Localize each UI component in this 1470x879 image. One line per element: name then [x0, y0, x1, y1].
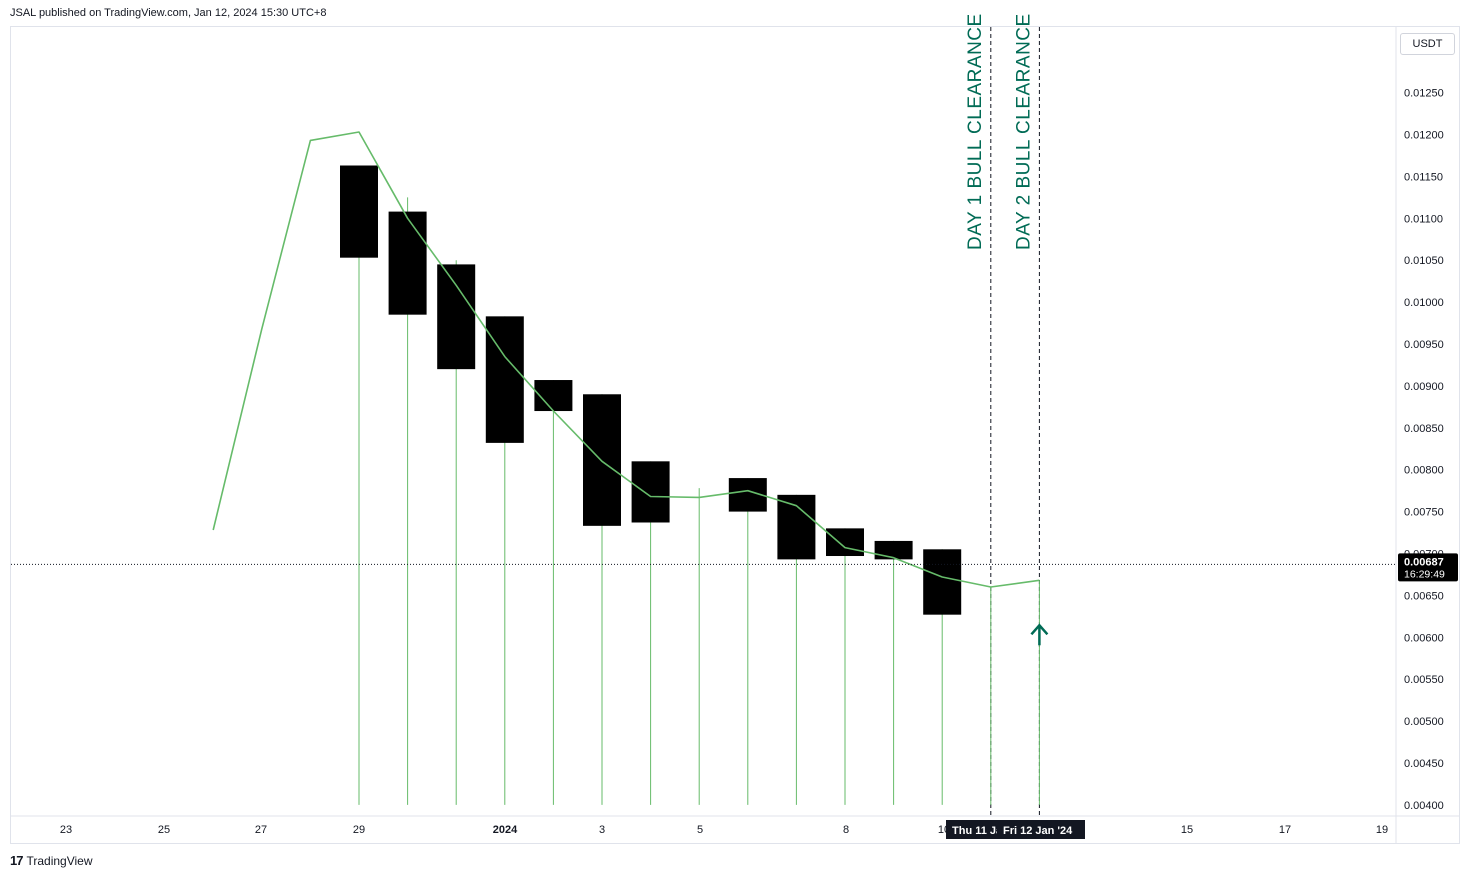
price-tick-label: 0.00650	[1404, 590, 1444, 602]
price-tick-label: 0.00900	[1404, 381, 1444, 393]
time-tick-label: 19	[1376, 824, 1388, 836]
tradingview-logo-icon: 17	[10, 853, 24, 868]
price-tick-label: 0.01050	[1404, 255, 1444, 267]
price-tick-label: 0.00750	[1404, 507, 1444, 519]
price-tick-label: 0.00950	[1404, 339, 1444, 351]
candle-body	[340, 165, 378, 258]
candle-body	[534, 380, 573, 412]
annotation-label: DAY 1 BULL CLEARANCE	[965, 13, 986, 250]
time-tick-label: 5	[697, 824, 703, 836]
price-tick-label: 0.00800	[1404, 465, 1444, 477]
price-tick-label: 0.00450	[1404, 758, 1444, 770]
candle-body	[826, 528, 864, 557]
price-tick-label: 0.00550	[1404, 674, 1444, 686]
time-tick-label: 2024	[493, 824, 518, 836]
candle-body	[485, 316, 524, 443]
arrow-up-icon	[1030, 623, 1049, 646]
candle-body	[437, 264, 476, 370]
countdown-label: 16:29:49	[1404, 568, 1445, 580]
time-tick-label: 17	[1279, 824, 1291, 836]
price-tick-label: 0.01150	[1404, 171, 1443, 183]
candle-body	[631, 461, 670, 523]
price-tick-label: 0.00500	[1404, 716, 1444, 728]
candle-body	[583, 394, 621, 526]
highlight-date-text: Fri 12 Jan '24	[1003, 825, 1073, 837]
candle-body	[388, 211, 427, 315]
line-series	[212, 131, 1040, 588]
price-tick-label: 0.01250	[1404, 88, 1444, 100]
time-tick-label: 3	[599, 824, 605, 836]
annotation-label: DAY 2 BULL CLEARANCE	[1013, 13, 1034, 250]
last-price-label: 0.00687	[1404, 556, 1444, 568]
tradingview-footer[interactable]: 17 TradingView	[10, 853, 93, 868]
time-tick-label: 15	[1181, 824, 1193, 836]
publisher-caption: JSAL published on TradingView.com, Jan 1…	[10, 7, 327, 19]
price-tick-label: 0.00600	[1404, 632, 1444, 644]
price-tick-label: 0.01200	[1404, 130, 1444, 142]
time-tick-label: 25	[158, 824, 170, 836]
time-tick-label: 8	[843, 824, 849, 836]
time-tick-label: 23	[60, 824, 72, 836]
price-tick-label: 0.01000	[1404, 297, 1444, 309]
candle-body	[923, 549, 962, 615]
candle-body	[874, 540, 913, 560]
price-tick-label: 0.00400	[1404, 800, 1444, 812]
tradingview-brand-label: TradingView	[26, 853, 93, 868]
highlight-date-label: Fri 12 Jan '24	[997, 820, 1085, 839]
currency-button[interactable]: USDT	[1400, 33, 1455, 55]
price-tick-label: 0.00850	[1404, 423, 1444, 435]
arrow-up-head	[1030, 623, 1049, 636]
price-tick-label: 0.01100	[1404, 213, 1443, 225]
time-tick-label: 29	[353, 824, 365, 836]
last-price-tag-bg	[1398, 553, 1458, 582]
candle-body	[777, 494, 816, 560]
time-tick-label: 27	[255, 824, 267, 836]
highlight-date-bg	[997, 820, 1085, 839]
chart-frame	[10, 26, 1460, 844]
